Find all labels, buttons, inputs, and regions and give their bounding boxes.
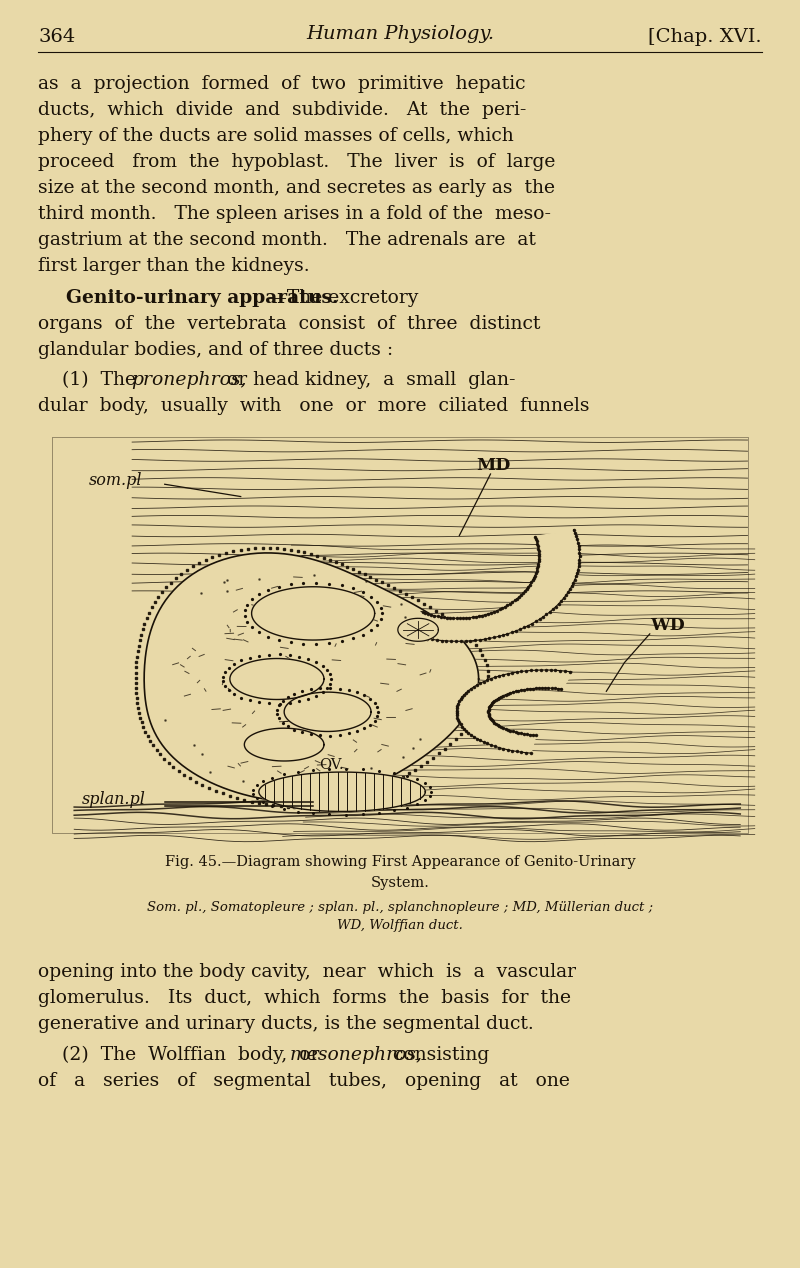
Polygon shape xyxy=(252,587,374,640)
Text: first larger than the kidneys.: first larger than the kidneys. xyxy=(38,257,310,275)
Polygon shape xyxy=(284,692,371,732)
Text: 364: 364 xyxy=(38,28,75,46)
Text: MD: MD xyxy=(476,458,510,474)
Text: organs  of  the  vertebrata  consist  of  three  distinct: organs of the vertebrata consist of thre… xyxy=(38,314,540,333)
Text: mesonephros,: mesonephros, xyxy=(290,1046,423,1064)
Text: glomerulus.   Its  duct,  which  forms  the  basis  for  the: glomerulus. Its duct, which forms the ba… xyxy=(38,989,571,1007)
Text: —The excretory: —The excretory xyxy=(269,289,419,307)
Text: glandular bodies, and of three ducts :: glandular bodies, and of three ducts : xyxy=(38,341,393,359)
Text: opening into the body cavity,  near  which  is  a  vascular: opening into the body cavity, near which… xyxy=(38,962,576,981)
Polygon shape xyxy=(259,772,426,812)
Text: Genito-urinary apparatus.: Genito-urinary apparatus. xyxy=(66,289,338,307)
Text: proceed   from  the  hypoblast.   The  liver  is  of  large: proceed from the hypoblast. The liver is… xyxy=(38,153,555,171)
Polygon shape xyxy=(144,553,478,801)
Text: as  a  projection  formed  of  two  primitive  hepatic: as a projection formed of two primitive … xyxy=(38,75,526,93)
Text: (1)  The: (1) The xyxy=(38,372,142,389)
Text: ducts,  which  divide  and  subdivide.   At  the  peri-: ducts, which divide and subdivide. At th… xyxy=(38,101,526,119)
Text: pronephros,: pronephros, xyxy=(132,372,247,389)
Text: som.pl: som.pl xyxy=(89,472,142,488)
Text: Fig. 45.—Diagram showing First Appearance of Genito-Urinary
System.: Fig. 45.—Diagram showing First Appearanc… xyxy=(165,855,635,890)
Text: or head kidney,  a  small  glan-: or head kidney, a small glan- xyxy=(215,372,516,389)
Text: [Chap. XVI.: [Chap. XVI. xyxy=(648,28,762,46)
Polygon shape xyxy=(230,658,324,700)
Text: phery of the ducts are solid masses of cells, which: phery of the ducts are solid masses of c… xyxy=(38,127,514,145)
Polygon shape xyxy=(398,619,438,642)
Text: Human Physiology.: Human Physiology. xyxy=(306,25,494,43)
Polygon shape xyxy=(457,670,572,753)
Text: size at the second month, and secretes as early as  the: size at the second month, and secretes a… xyxy=(38,179,555,197)
Text: splan.pl: splan.pl xyxy=(82,791,146,809)
Text: Som. pl., Somatopleure ; splan. pl., splanchnopleure ; MD, Müllerian duct ;
WD, : Som. pl., Somatopleure ; splan. pl., spl… xyxy=(147,902,653,932)
Text: WD: WD xyxy=(650,618,685,634)
Text: dular  body,  usually  with   one  or  more  ciliated  funnels: dular body, usually with one or more cil… xyxy=(38,397,590,415)
Polygon shape xyxy=(244,728,324,761)
Text: gastrium at the second month.   The adrenals are  at: gastrium at the second month. The adrena… xyxy=(38,231,536,249)
Polygon shape xyxy=(402,530,579,642)
Text: OV.: OV. xyxy=(319,758,343,772)
Text: generative and urinary ducts, is the segmental duct.: generative and urinary ducts, is the seg… xyxy=(38,1014,534,1033)
Text: (2)  The  Wolffian  body,  or: (2) The Wolffian body, or xyxy=(38,1046,331,1064)
Text: of   a   series   of   segmental   tubes,   opening   at   one: of a series of segmental tubes, opening … xyxy=(38,1071,570,1090)
Text: consisting: consisting xyxy=(381,1046,490,1064)
Text: third month.   The spleen arises in a fold of the  meso-: third month. The spleen arises in a fold… xyxy=(38,205,551,223)
